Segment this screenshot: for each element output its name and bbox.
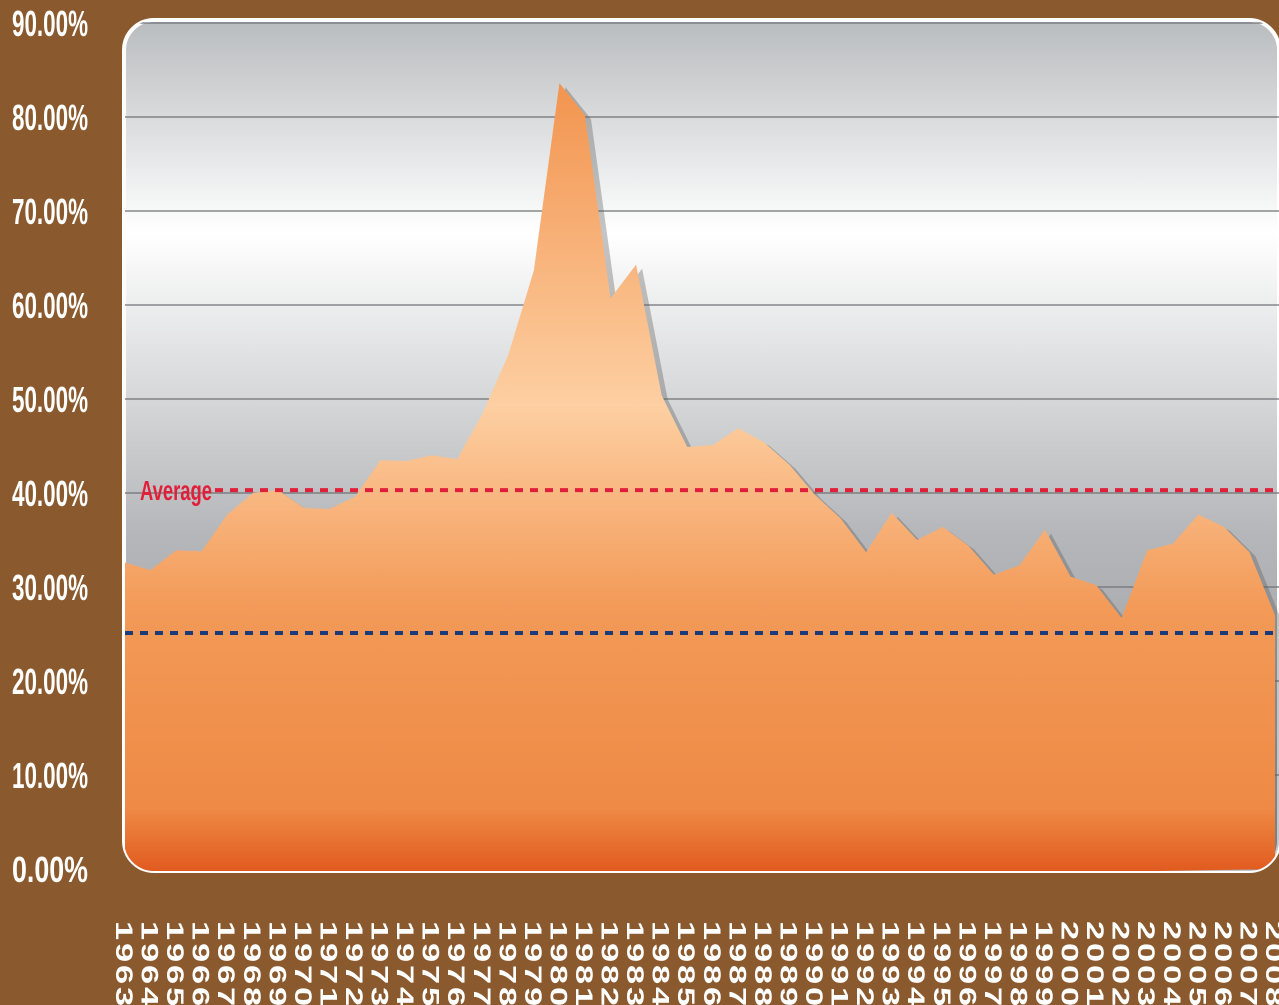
x-tick-label: 2007	[1234, 921, 1261, 1005]
y-tick-label: 90.00%	[12, 3, 88, 44]
x-tick-label: 1993	[877, 921, 904, 1005]
x-tick-label: 2006	[1209, 921, 1236, 1005]
x-tick-label: 1977	[468, 921, 495, 1005]
x-tick-label: 1976	[442, 921, 469, 1005]
x-tick-label: 1979	[519, 921, 546, 1005]
x-tick-label: 1964	[136, 921, 163, 1005]
x-tick-label: 2008	[1260, 921, 1279, 1005]
x-tick-label: 1970	[289, 921, 316, 1005]
x-tick-label: 1995	[928, 921, 955, 1005]
x-tick-label: 1971	[314, 921, 341, 1005]
x-tick-label: 1968	[238, 921, 265, 1005]
x-tick-label: 1983	[621, 921, 648, 1005]
x-tick-label: 1978	[493, 921, 520, 1005]
x-tick-label: 1963	[110, 921, 137, 1005]
x-tick-label: 1967	[212, 921, 239, 1005]
x-tick-label: 1994	[902, 921, 929, 1005]
x-tick-label: 1969	[263, 921, 290, 1005]
x-tick-label: 1992	[851, 921, 878, 1005]
x-tick-label: 1985	[672, 921, 699, 1005]
x-tick-label: 1997	[979, 921, 1006, 1005]
x-tick-label: 2000	[1056, 921, 1083, 1005]
x-tick-label: 1986	[698, 921, 725, 1005]
y-tick-label: 20.00%	[12, 661, 88, 702]
x-tick-label: 1966	[187, 921, 214, 1005]
y-tick-label: 0.00%	[12, 849, 88, 890]
x-tick-label: 1996	[953, 921, 980, 1005]
x-tick-label: 1999	[1030, 921, 1057, 1005]
x-tick-label: 1987	[723, 921, 750, 1005]
area	[125, 83, 1275, 871]
y-tick-label: 60.00%	[12, 285, 88, 326]
x-tick-label: 2001	[1081, 921, 1108, 1005]
reference-label: Average	[140, 475, 212, 506]
x-tick-label: 2004	[1158, 921, 1185, 1005]
x-tick-label: 1998	[1004, 921, 1031, 1005]
x-tick-label: 1990	[800, 921, 827, 1005]
y-tick-label: 80.00%	[12, 97, 88, 138]
x-tick-label: 2003	[1132, 921, 1159, 1005]
y-tick-label: 40.00%	[12, 473, 88, 514]
x-tick-label: 2005	[1183, 921, 1210, 1005]
y-tick-label: 50.00%	[12, 379, 88, 420]
x-tick-label: 2002	[1107, 921, 1134, 1005]
x-tick-label: 1981	[570, 921, 597, 1005]
x-tick-label: 1965	[161, 921, 188, 1005]
x-tick-label: 1972	[340, 921, 367, 1005]
x-tick-label: 1988	[749, 921, 776, 1005]
y-tick-label: 30.00%	[12, 567, 88, 608]
y-tick-label: 70.00%	[12, 191, 88, 232]
x-tick-label: 1989	[774, 921, 801, 1005]
x-tick-label: 1973	[366, 921, 393, 1005]
y-tick-label: 10.00%	[12, 755, 88, 796]
x-tick-label: 1991	[826, 921, 853, 1005]
x-tick-label: 1975	[417, 921, 444, 1005]
x-tick-label: 1980	[544, 921, 571, 1005]
x-tick-label: 1984	[647, 921, 674, 1005]
x-tick-label: 1982	[596, 921, 623, 1005]
x-tick-label: 1974	[391, 921, 418, 1005]
